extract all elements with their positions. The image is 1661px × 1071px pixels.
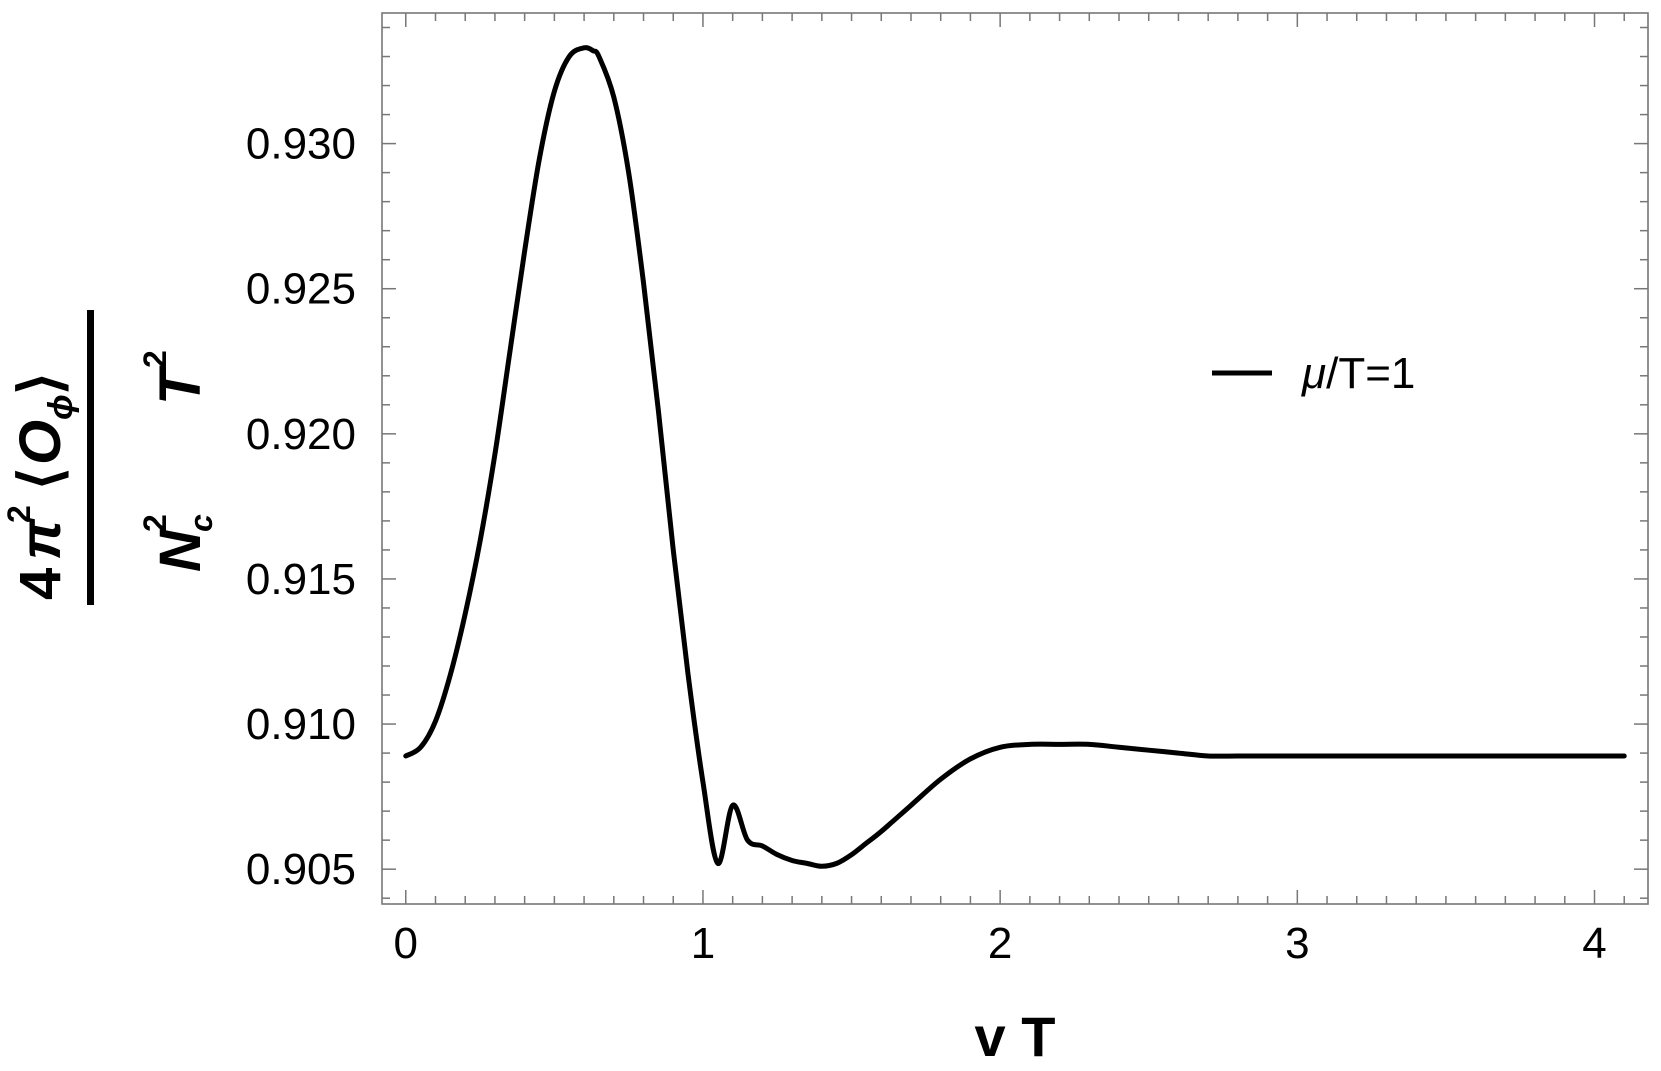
plot-frame <box>381 12 1649 905</box>
x-axis-title: v T <box>975 1005 1056 1068</box>
y-label-t: T <box>148 365 213 405</box>
y-tick-label: 0.920 <box>246 410 356 459</box>
y-label-t-sup: 2 <box>137 350 173 368</box>
y-tick-label: 0.915 <box>246 555 356 604</box>
legend: μ/T=1 <box>1212 349 1415 398</box>
y-label-fraction-bar-2 <box>87 310 94 440</box>
y-label-pi-sq: 2 <box>1 505 37 523</box>
y-tick-labels: 0.905 0.910 0.915 0.920 0.925 0.930 <box>246 120 356 895</box>
y-tick-label: 0.905 <box>246 845 356 894</box>
tick-marks <box>382 13 1648 904</box>
x-tick-label: 1 <box>691 919 715 968</box>
x-tick-label: 2 <box>988 919 1012 968</box>
y-label-lang: ⟨ <box>8 467 73 490</box>
x-tick-labels: 0 1 2 3 4 <box>394 919 1607 968</box>
y-label-pi: π <box>8 518 73 560</box>
y-label-n: N <box>148 529 213 572</box>
y-axis-title: 4 π 2 ⟨ O ϕ ⟩ N 2 c T 2 <box>1 310 219 605</box>
y-label-o: O <box>8 420 73 465</box>
y-label-n-sub: c <box>183 514 219 532</box>
y-label-rang: ⟩ <box>8 372 73 395</box>
y-tick-label: 0.930 <box>246 120 356 169</box>
legend-label: μ/T=1 <box>1301 349 1415 398</box>
x-tick-label: 0 <box>394 919 418 968</box>
y-tick-label: 0.910 <box>246 700 356 749</box>
y-label-phi: ϕ <box>42 394 80 420</box>
series-line <box>403 45 1627 869</box>
x-tick-label: 3 <box>1285 919 1309 968</box>
y-label-n-sup: 2 <box>137 514 173 532</box>
y-label-four: 4 <box>8 568 73 600</box>
x-tick-label: 4 <box>1582 919 1606 968</box>
y-tick-label: 0.925 <box>246 265 356 314</box>
